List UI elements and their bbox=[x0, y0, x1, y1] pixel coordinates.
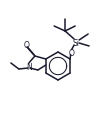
Text: N: N bbox=[26, 62, 32, 71]
Text: O: O bbox=[24, 40, 30, 49]
Text: Si: Si bbox=[73, 38, 80, 47]
Text: O: O bbox=[68, 48, 74, 57]
